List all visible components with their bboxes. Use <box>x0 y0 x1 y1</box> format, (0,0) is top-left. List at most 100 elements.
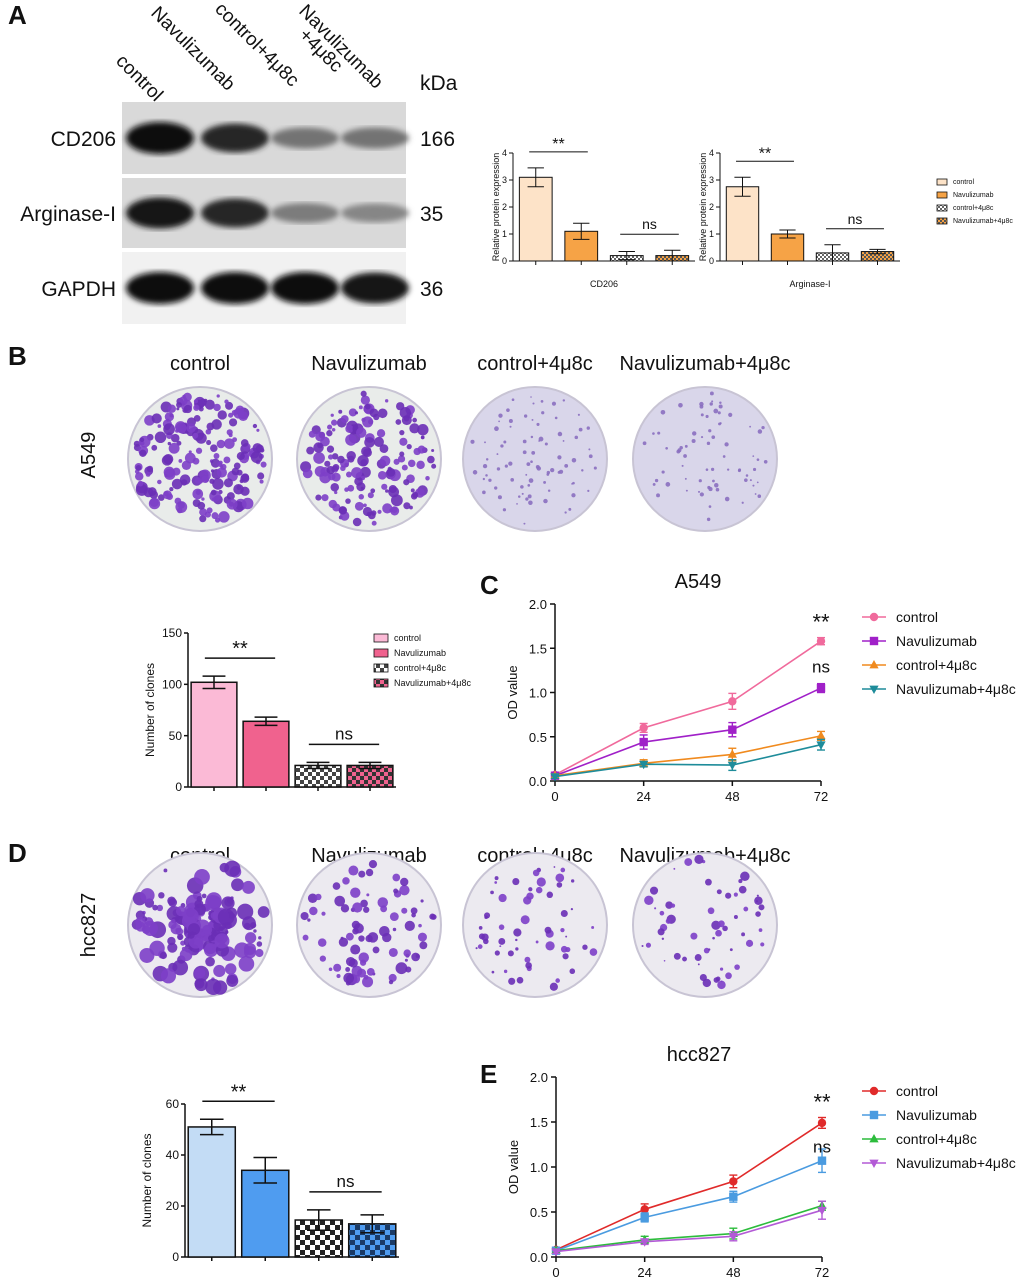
colony <box>725 972 732 980</box>
band-cd206-lane-2 <box>201 123 269 153</box>
colony <box>221 896 235 910</box>
colony <box>337 455 345 464</box>
colony <box>560 928 565 933</box>
plate-hcc827-3 <box>462 852 608 998</box>
lane-label-control: control <box>111 51 166 106</box>
bar-chart-chartD: 0 20 40 60 Number of clones ** ns <box>140 1081 399 1264</box>
colony <box>354 477 363 486</box>
data-point <box>639 760 649 770</box>
colony <box>151 413 162 424</box>
colony <box>717 980 726 990</box>
blot-kda-cd206: 166 <box>420 128 455 151</box>
colony <box>360 899 368 908</box>
colony <box>715 487 720 492</box>
colony <box>252 423 258 429</box>
colony <box>376 429 386 438</box>
colony <box>527 494 532 499</box>
legend-label-2: Navulizumab <box>896 633 977 649</box>
colony <box>358 952 370 963</box>
colony <box>360 486 364 490</box>
colony <box>361 446 371 457</box>
colony <box>738 879 743 884</box>
sig-label-2: ns <box>642 216 657 232</box>
colony <box>380 905 388 913</box>
colony <box>369 408 379 418</box>
colony <box>377 509 382 514</box>
colony <box>499 945 502 948</box>
colony <box>673 867 676 870</box>
colony <box>571 879 575 883</box>
colony <box>703 947 710 954</box>
colony <box>167 441 172 446</box>
colony <box>515 938 518 942</box>
colony <box>744 478 748 482</box>
colony <box>484 441 486 444</box>
colony <box>498 924 505 930</box>
colony <box>196 895 203 902</box>
colony <box>515 947 519 951</box>
colony <box>179 948 193 962</box>
bar-3 <box>294 1219 344 1258</box>
colony <box>683 454 687 458</box>
series-line-4 <box>555 1209 823 1253</box>
colony <box>470 439 475 444</box>
colony <box>157 424 162 428</box>
colony <box>754 896 763 906</box>
colony <box>334 490 338 495</box>
legend-swatch-4 <box>373 678 389 688</box>
colony <box>347 455 355 463</box>
colony <box>700 413 704 417</box>
colony <box>210 469 215 473</box>
colony <box>431 449 435 453</box>
colony <box>506 408 510 412</box>
colony <box>691 438 696 444</box>
colony <box>197 501 206 510</box>
colony <box>697 490 701 493</box>
colony <box>330 482 340 492</box>
colony <box>211 512 219 520</box>
colony <box>749 425 752 428</box>
colony <box>241 880 255 894</box>
colony <box>524 956 531 963</box>
data-point <box>869 685 879 695</box>
colony <box>145 471 151 477</box>
plate-header-4: Navulizumab+4μ8c <box>619 353 790 375</box>
data-point <box>869 1159 879 1169</box>
colony <box>523 896 532 905</box>
series-line-1 <box>554 640 822 776</box>
colony <box>331 419 338 426</box>
colony <box>694 954 702 962</box>
colony <box>210 489 217 496</box>
colony <box>347 484 355 492</box>
colony <box>705 468 709 471</box>
data-point <box>640 1213 649 1222</box>
colony <box>326 445 335 453</box>
colony <box>545 941 555 951</box>
legend-label-4: Navulizumab+4μ8c <box>896 1155 1016 1171</box>
colony <box>377 897 389 908</box>
colony <box>717 411 721 415</box>
colony <box>718 404 723 409</box>
colony <box>502 508 507 512</box>
colony <box>525 962 532 969</box>
series-line-3 <box>554 735 822 777</box>
colony <box>332 882 341 890</box>
data-point <box>817 1206 827 1216</box>
colony <box>544 442 548 446</box>
colony <box>673 952 681 960</box>
colony <box>593 466 597 470</box>
bar-1 <box>187 1126 237 1258</box>
colony <box>564 463 569 468</box>
colony <box>194 967 206 979</box>
colony <box>574 435 579 440</box>
colony <box>372 946 380 954</box>
colony <box>357 454 369 467</box>
colony <box>363 906 370 913</box>
colony <box>494 876 499 881</box>
data-point <box>640 1205 649 1214</box>
colony <box>213 964 226 978</box>
colony <box>355 427 367 438</box>
colony <box>569 968 576 975</box>
colony <box>553 866 556 868</box>
